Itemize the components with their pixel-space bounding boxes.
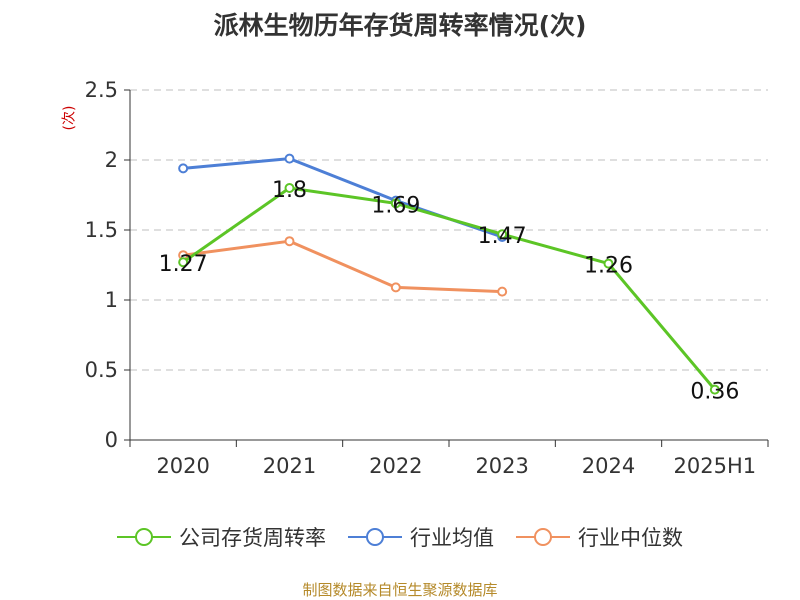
x-tick-label-2022: 2022 xyxy=(369,454,422,478)
data-label-2024: 1.26 xyxy=(584,254,633,279)
legend-label-industry-median: 行业中位数 xyxy=(578,526,683,550)
gridlines xyxy=(130,89,768,371)
series-0-point-3 xyxy=(497,229,508,240)
legend-swatch-company xyxy=(117,528,171,546)
series-2-point-2 xyxy=(390,282,401,293)
series-line-2 xyxy=(182,239,503,294)
legend-swatch-industry-median xyxy=(516,528,570,546)
data-label-2023: 1.47 xyxy=(478,224,527,249)
data-label-2021: 1.8 xyxy=(272,178,307,203)
y-tick-label-0: 0 xyxy=(105,428,118,452)
chart-title: 派林生物历年存货周转率情况(次) xyxy=(213,11,587,40)
legend-item-industry-median[interactable]: 行业中位数 xyxy=(516,522,683,552)
source-note: 制图数据来自恒生聚源数据库 xyxy=(302,581,498,599)
data-label-2025H1: 0.36 xyxy=(690,380,739,405)
series-lines xyxy=(178,153,720,395)
y-tick-label-2: 1 xyxy=(105,288,118,312)
series-0-point-2 xyxy=(390,198,401,209)
y-tick-label-1: 0.5 xyxy=(85,358,118,382)
x-tick-label-2020: 2020 xyxy=(156,454,209,478)
series-line-1 xyxy=(183,157,503,239)
legend-item-company[interactable]: 公司存货周转率 xyxy=(117,522,326,552)
series-0-point-1 xyxy=(284,183,295,193)
series-2-point-1 xyxy=(284,236,295,247)
series-0-point-5 xyxy=(709,384,720,395)
x-tick-label-2024: 2024 xyxy=(582,454,635,478)
x-tick-label-2023: 2023 xyxy=(475,454,528,478)
x-tick-label-2025H1: 2025H1 xyxy=(674,454,757,478)
legend-label-company: 公司存货周转率 xyxy=(179,526,326,550)
series-0-point-4 xyxy=(603,258,614,269)
y-tick-label-3: 1.5 xyxy=(85,218,118,242)
x-tick-label-2021: 2021 xyxy=(263,454,316,478)
axes: 0 0.5 1 1.5 2 2.5 2020 2021 2022 2023 2024 2025H1 xyxy=(85,78,769,478)
y-tick-label-5: 2.5 xyxy=(85,78,118,102)
series-1-point-0 xyxy=(178,163,189,174)
series-2-point-3 xyxy=(497,286,508,297)
legend-label-industry-average: 行业均值 xyxy=(410,526,494,550)
series-line-0 xyxy=(182,186,716,391)
series-0-point-0 xyxy=(178,257,189,268)
data-labels: 1.27 1.8 1.69 1.47 1.26 0.36 xyxy=(159,178,740,405)
legend: 公司存货周转率 行业均值 行业中位数 xyxy=(0,520,800,554)
data-label-2022: 1.69 xyxy=(371,193,420,218)
legend-item-industry-average[interactable]: 行业均值 xyxy=(348,522,494,552)
series-1-point-1 xyxy=(284,153,295,164)
y-tick-label-4: 2 xyxy=(105,148,118,172)
data-label-2020: 1.27 xyxy=(159,252,208,277)
line-chart-plot: 0 0.5 1 1.5 2 2.5 2020 2021 2022 2023 2024 2025H1 1… xyxy=(85,78,769,478)
legend-swatch-industry-average xyxy=(348,528,402,546)
